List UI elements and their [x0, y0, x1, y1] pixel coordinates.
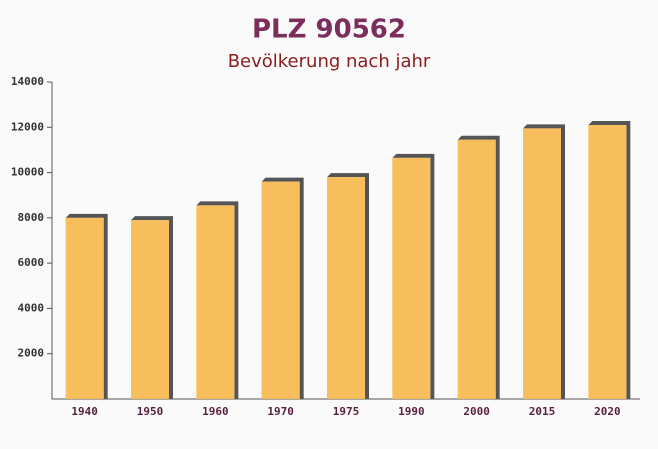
y-tick-label: 2000	[18, 347, 45, 360]
y-tick-label: 4000	[18, 301, 45, 314]
bar	[65, 217, 104, 399]
bar	[131, 220, 169, 399]
bar	[523, 128, 561, 400]
bar	[588, 125, 627, 400]
bar	[327, 177, 365, 399]
x-tick-label: 1960	[202, 405, 229, 418]
x-tick-label: 1975	[333, 405, 360, 418]
chart-title: PLZ 90562	[252, 15, 406, 45]
bar	[261, 181, 300, 399]
y-tick-label: 6000	[18, 256, 45, 269]
bar	[392, 157, 431, 399]
bar	[457, 139, 496, 399]
x-tick-label: 1970	[267, 405, 294, 418]
y-tick-label: 12000	[11, 120, 44, 133]
x-tick-label: 1990	[398, 405, 425, 418]
y-tick-label: 8000	[18, 211, 45, 224]
bar	[196, 205, 235, 399]
y-tick-label: 10000	[11, 166, 44, 179]
x-tick-label: 1950	[137, 405, 164, 418]
x-tick-label: 2020	[594, 405, 621, 418]
x-tick-label: 1940	[71, 405, 98, 418]
chart-subtitle: Bevölkerung nach jahr	[228, 51, 431, 72]
x-tick-label: 2015	[529, 405, 556, 418]
y-tick-label: 14000	[11, 75, 44, 88]
x-tick-label: 2000	[463, 405, 490, 418]
